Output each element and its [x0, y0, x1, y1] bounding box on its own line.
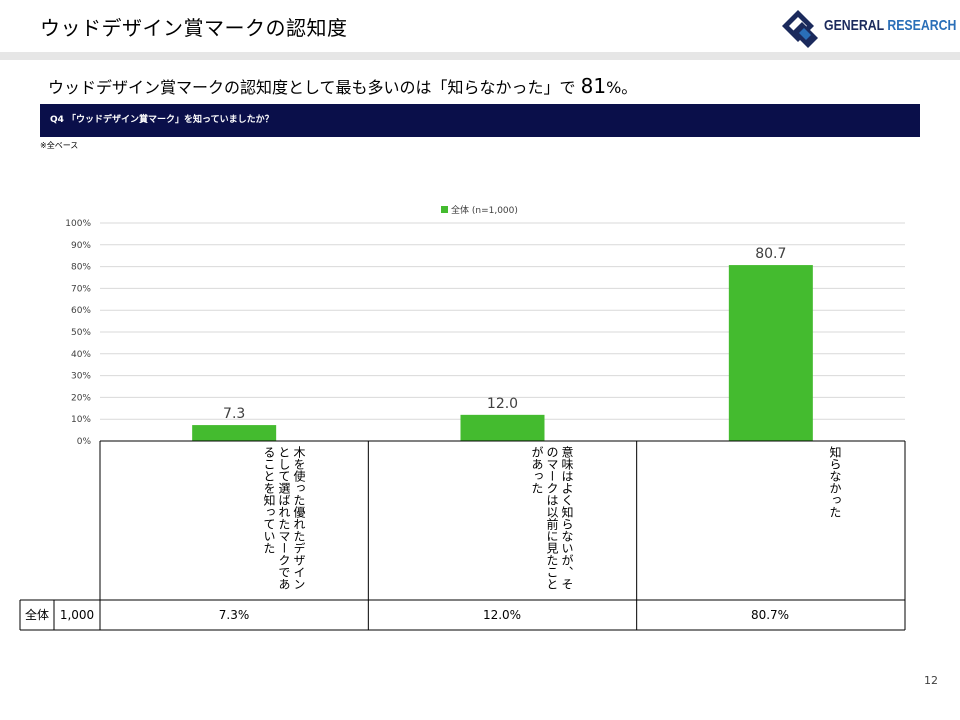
table-value-2: 80.7%	[750, 608, 790, 622]
logo-word-general: GENERAL	[824, 17, 884, 34]
y-tick-label: 100%	[65, 219, 91, 229]
page-title: ウッドデザイン賞マークの認知度	[40, 16, 348, 40]
y-tick-label: 20%	[71, 393, 91, 403]
logo-wordmark: GENERAL RESEARCH	[824, 17, 956, 34]
y-tick-label: 40%	[71, 350, 91, 360]
lead-number: 81	[580, 74, 607, 98]
bar	[192, 425, 277, 441]
category-label-1: 意味はよく知らないが、そのマークは以前に見たことがあった	[530, 446, 574, 590]
category-label-0: 木を使った優れたデザインとして選ばれたマークであることを知っていた	[262, 446, 306, 590]
logo-word-research: RESEARCH	[887, 17, 957, 34]
y-tick-label: 70%	[71, 284, 91, 294]
bar	[460, 414, 545, 441]
company-logo: GENERAL RESEARCH	[780, 8, 956, 48]
lead-text: ウッドデザイン賞マークの認知度として最も多いのは「知らなかった」で	[48, 78, 576, 97]
header-divider	[0, 52, 960, 60]
table-value-0: 7.3%	[218, 608, 250, 622]
table-value-1: 12.0%	[482, 608, 522, 622]
data-label: 12.0	[487, 396, 518, 412]
page-number: 12	[924, 674, 938, 687]
y-tick-label: 60%	[71, 306, 91, 316]
diamond-logo-icon	[782, 10, 818, 48]
question-text: Q4 「ウッドデザイン賞マーク」を知っていましたか？	[50, 115, 274, 125]
lead-sentence: ウッドデザイン賞マークの認知度として最も多いのは「知らなかった」で 81%。	[48, 74, 637, 98]
question-banner: Q4 「ウッドデザイン賞マーク」を知っていましたか？	[40, 104, 920, 137]
y-tick-label: 90%	[71, 241, 91, 251]
base-note: ※全ベース	[40, 141, 79, 150]
data-label: 80.7	[755, 246, 786, 262]
y-tick-label: 30%	[71, 372, 91, 382]
chart-legend: 全体 (n=1,000)	[441, 203, 518, 216]
category-label-2: 知らなかった	[828, 446, 842, 518]
table-n: 1,000	[59, 608, 95, 622]
data-label: 7.3	[223, 406, 245, 422]
y-tick-label: 0%	[77, 437, 92, 447]
y-tick-label: 10%	[71, 415, 91, 425]
table-row-label: 全体	[24, 608, 49, 622]
y-tick-label: 50%	[71, 328, 91, 338]
y-tick-label: 80%	[71, 263, 91, 273]
bar	[728, 265, 813, 441]
lead-suffix: %。	[606, 78, 638, 97]
legend-label: 全体 (n=1,000)	[451, 206, 518, 216]
legend-swatch	[441, 206, 448, 213]
